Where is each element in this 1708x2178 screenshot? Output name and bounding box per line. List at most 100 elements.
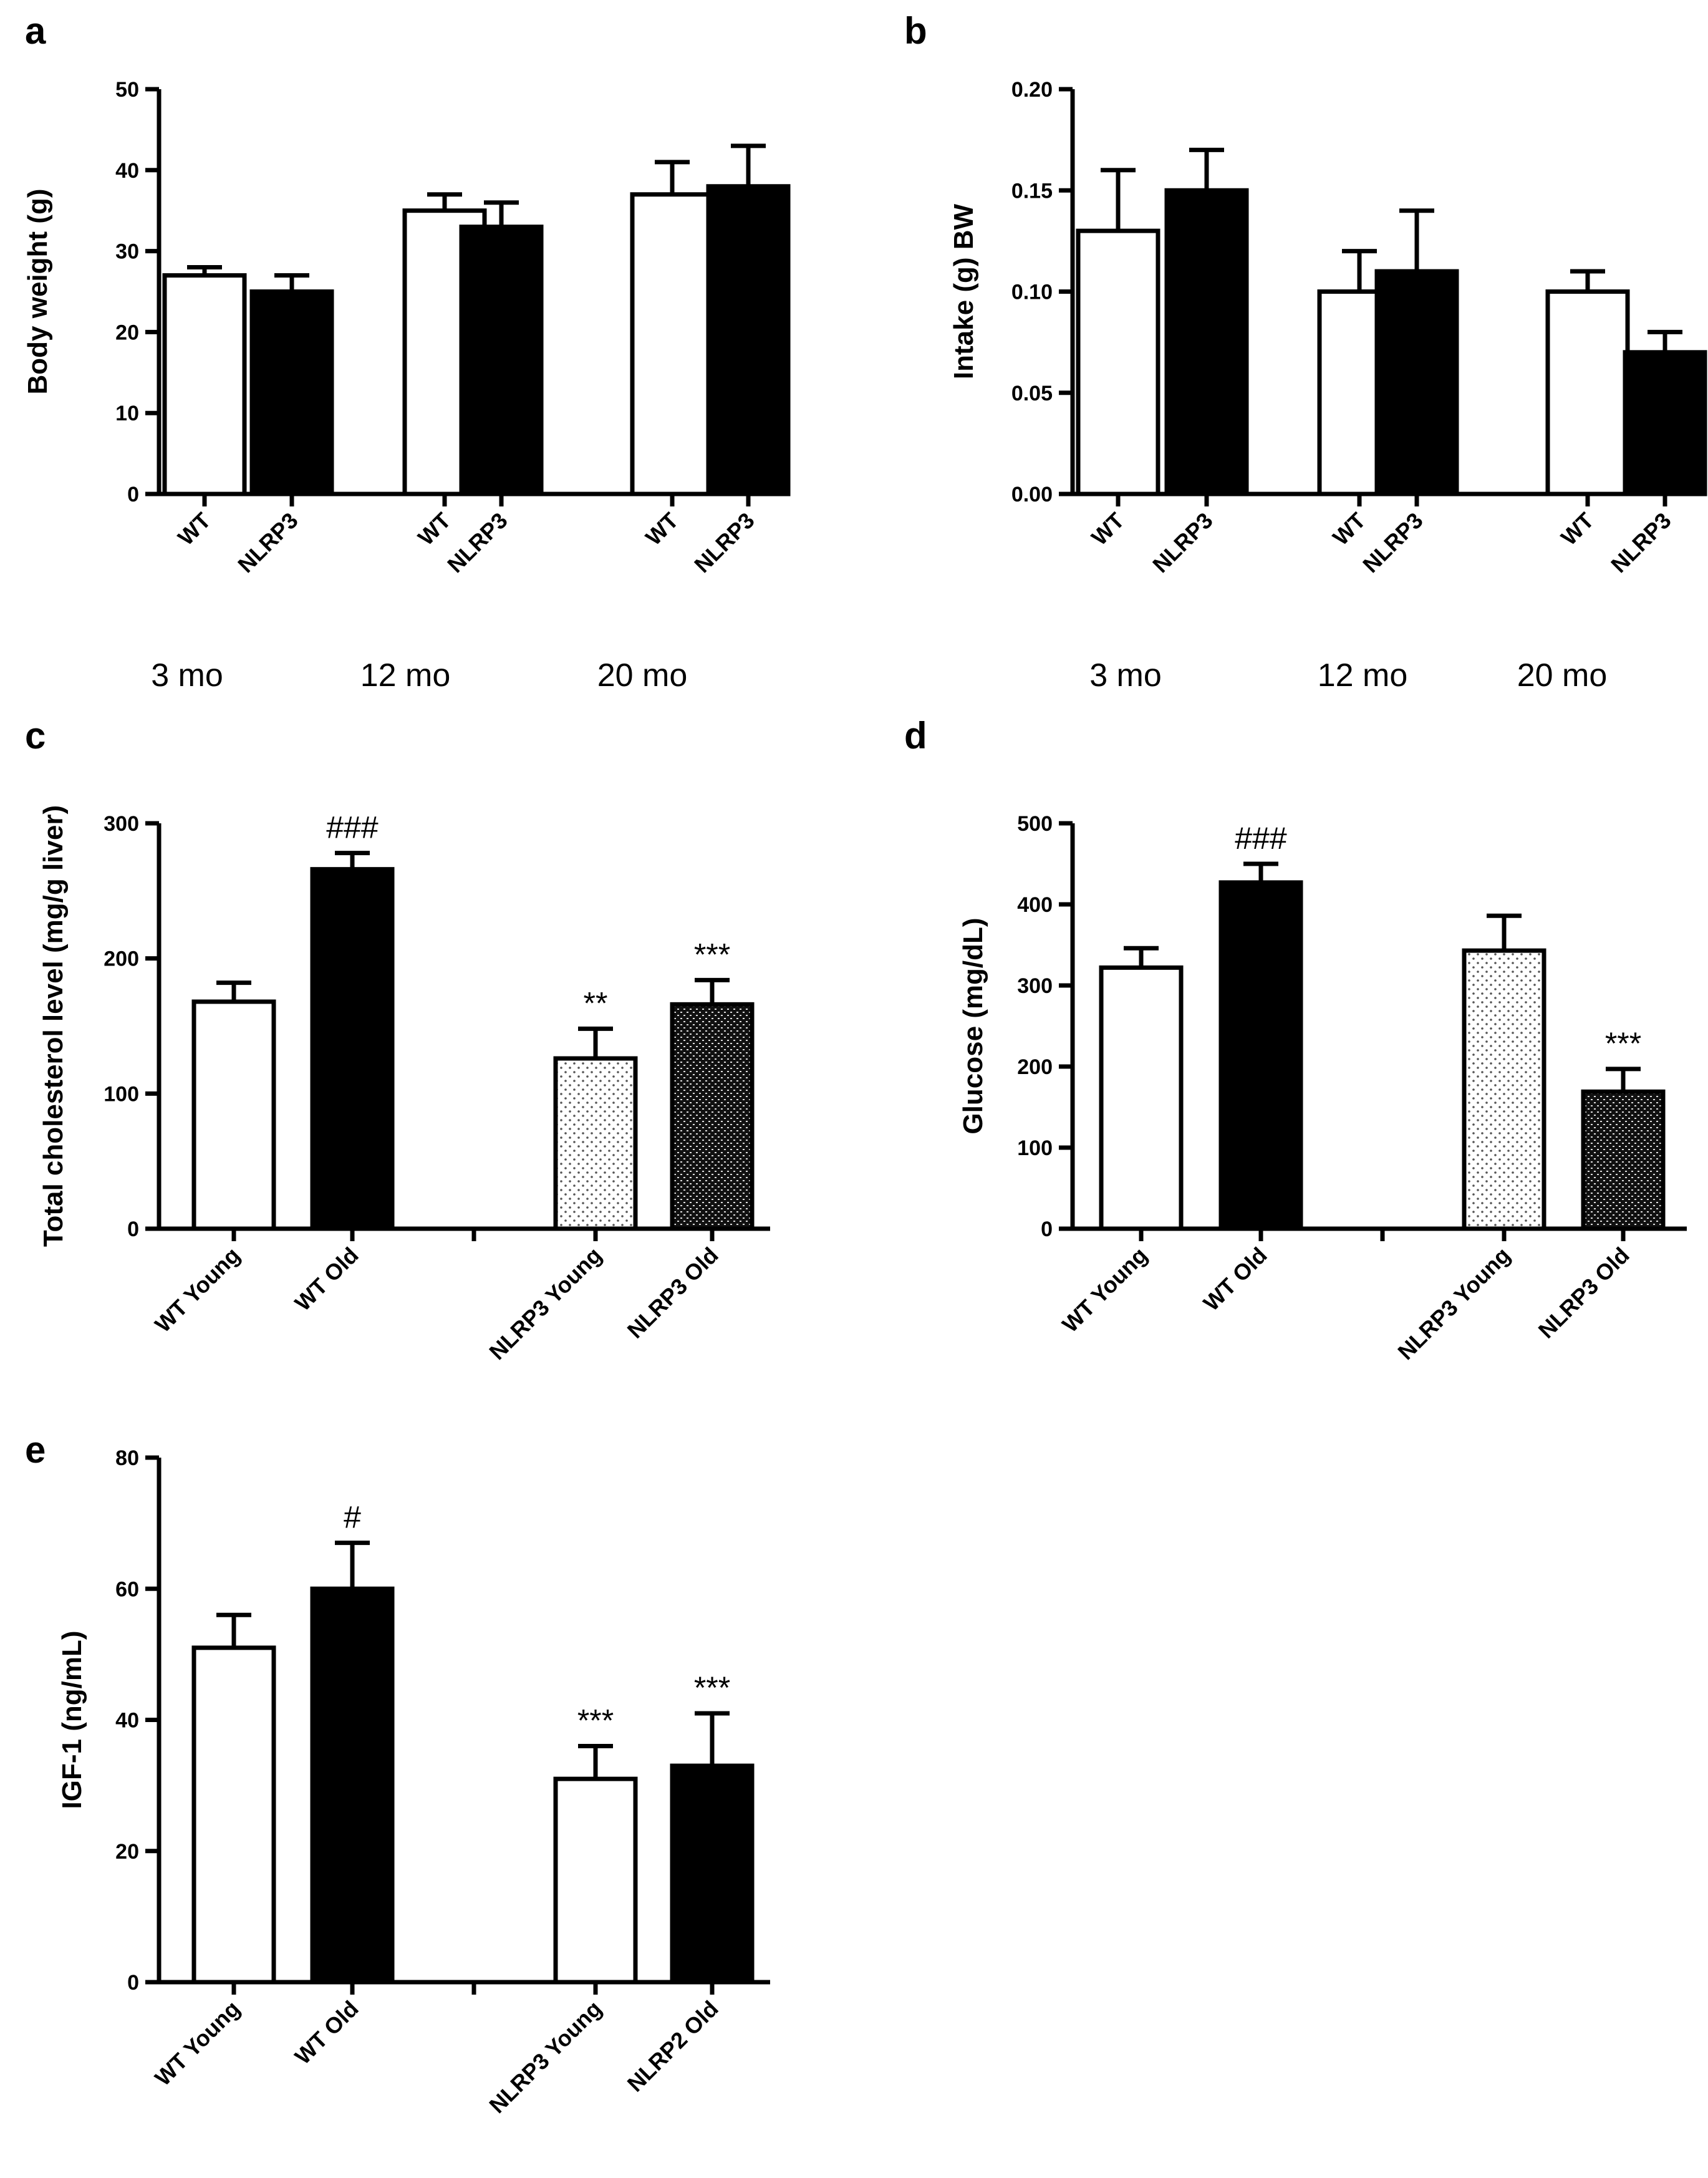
significance-label: *** (577, 1703, 614, 1738)
bar-wt-young (191, 1645, 276, 1985)
bar-wt (630, 192, 715, 496)
bar-nlrp3 (1164, 188, 1249, 496)
significance-label: *** (694, 1670, 730, 1705)
error-bar (484, 200, 519, 227)
error-bar (335, 1541, 370, 1589)
bar-nlrp3 (1623, 350, 1707, 496)
bar-wt-young (1099, 965, 1184, 1231)
y-tick-label: 20 (115, 321, 139, 344)
panel-letter-e: e (25, 1429, 46, 1471)
bar-nlrp3 (1374, 269, 1459, 496)
group-label: 20 mo (597, 657, 688, 694)
y-axis-label: Total cholesterol level (mg/g liver) (38, 805, 69, 1247)
category-label: WT (640, 508, 683, 551)
bar-nlrp3-young (1462, 948, 1546, 1231)
bar-wt-old (1218, 880, 1303, 1231)
bar-wt-old (310, 867, 395, 1231)
significance-label: *** (694, 937, 730, 972)
significance-label: ### (326, 810, 379, 845)
panel-letter-d: d (904, 715, 927, 757)
category-label: NLRP3 (1147, 508, 1217, 578)
y-axis-label: Glucose (mg/dL) (958, 917, 988, 1134)
significance-label: *** (1605, 1026, 1641, 1061)
bar-wt-old (310, 1586, 395, 1985)
error-bar (187, 265, 222, 276)
category-label: WT Old (290, 1996, 364, 2069)
error-bar (1243, 861, 1278, 883)
y-tick-label: 10 (115, 402, 139, 425)
error-bar (216, 980, 251, 1002)
group-label: 3 mo (1089, 657, 1162, 694)
bar-nlrp2-old (670, 1763, 755, 1985)
y-tick-label: 0 (127, 1971, 139, 1995)
category-label: WT (173, 508, 216, 551)
category-label: NLRP3 (233, 508, 302, 578)
significance-label: ** (584, 985, 608, 1020)
error-bar (695, 977, 730, 1005)
y-tick-label: 300 (104, 812, 139, 836)
category-label: NLRP3 Young (1392, 1242, 1515, 1365)
error-bar (578, 1026, 613, 1058)
group-label: 12 mo (360, 657, 451, 694)
y-tick-label: 0.20 (1011, 78, 1053, 102)
y-tick-label: 0.05 (1011, 382, 1053, 405)
category-label: NLRP3 (1358, 508, 1427, 578)
panel-letter-a: a (25, 10, 46, 52)
error-bar (1124, 946, 1159, 968)
y-tick-label: 20 (115, 1840, 139, 1864)
panel-e: e 0 20 40 60 80 IGF-1 (ng/mL) WT Young # WT Old **… (25, 1429, 770, 2118)
panel-letter-c: c (25, 715, 46, 757)
category-label: NLRP3 Young (484, 1242, 606, 1365)
y-tick-label: 0 (1041, 1217, 1053, 1241)
bar-nlrp3-old (670, 1002, 755, 1231)
y-axis-label: Body weight (g) (22, 189, 53, 395)
y-tick-label: 500 (1017, 812, 1053, 836)
bar-wt (1545, 289, 1630, 496)
category-label: WT Old (1199, 1242, 1272, 1316)
error-bar (1606, 1067, 1641, 1092)
y-tick-label: 400 (1017, 893, 1053, 917)
error-bar (1648, 329, 1682, 352)
error-bar (1399, 208, 1434, 272)
y-tick-label: 0 (127, 1217, 139, 1241)
error-bar (1570, 269, 1605, 292)
category-label: NLRP3 (689, 508, 759, 578)
category-label: NLRP3 Old (622, 1242, 723, 1343)
y-tick-label: 200 (1017, 1055, 1053, 1079)
category-label: WT (1556, 508, 1599, 551)
error-bar (1342, 249, 1377, 292)
category-label: WT (413, 508, 456, 551)
y-axis-label: IGF-1 (ng/mL) (57, 1631, 87, 1809)
error-bar (335, 851, 370, 869)
category-label: WT Young (150, 1242, 244, 1337)
group-label: 20 mo (1517, 657, 1608, 694)
error-bar (1487, 913, 1522, 951)
error-bar (427, 192, 462, 211)
y-tick-label: 0.10 (1011, 281, 1053, 304)
y-tick-label: 40 (115, 1709, 139, 1733)
category-label: WT Young (1057, 1242, 1152, 1337)
bar-nlrp3-old (1581, 1089, 1666, 1231)
group-label: 12 mo (1318, 657, 1408, 694)
y-tick-label: 200 (104, 947, 139, 971)
panel-c: c 0 100 200 300 Total cholesterol level (mg/g… (25, 715, 770, 1365)
bar-nlrp3 (249, 289, 334, 496)
y-tick-label: 300 (1017, 974, 1053, 998)
y-tick-label: 0 (127, 483, 139, 506)
bar-wt (162, 273, 247, 496)
category-label: NLRP3 (442, 508, 512, 578)
error-bar (216, 1612, 251, 1648)
error-bar (274, 273, 309, 292)
y-axis-label: Intake (g) BW (948, 203, 979, 379)
y-tick-label: 80 (115, 1446, 139, 1470)
error-bar (655, 160, 690, 195)
y-tick-label: 0.15 (1011, 179, 1053, 203)
error-bar (695, 1711, 730, 1766)
group-label: 3 mo (151, 657, 223, 694)
category-label: NLRP3 Young (484, 1996, 606, 2118)
category-label: WT (1086, 508, 1129, 551)
category-label: NLRP3 (1606, 508, 1676, 578)
